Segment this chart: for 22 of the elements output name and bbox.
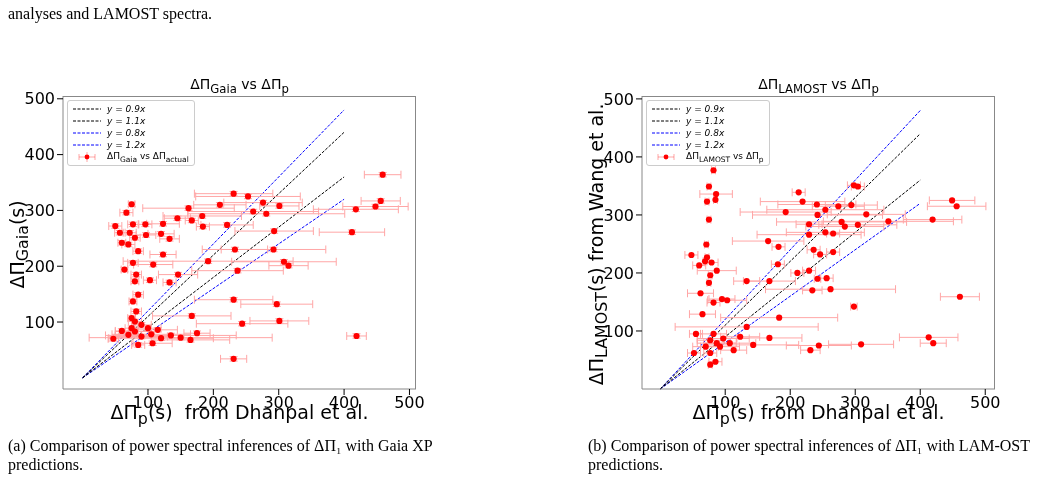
chart-title: ΔΠ$_{Gaia}$ vs ΔΠ$_{p}$ — [190, 76, 289, 96]
legend-label: ΔΠ$_{LAMOST}$ vs ΔΠ$_{p}$ — [686, 150, 764, 164]
text: (a) Comparison of power spectral inferences of ΔΠ₁ with Gaia XP predictions. — [8, 436, 434, 474]
legend-label: y = 0.9x — [107, 104, 146, 114]
y-tick-label: 100 — [24, 312, 55, 332]
legend-label: y = 0.8x — [107, 128, 146, 138]
text: (b) Comparison of power spectral inferences of ΔΠ₁ with LAM-OST predictions. — [588, 436, 1031, 474]
legend-label: y = 0.8x — [686, 128, 725, 138]
y-tick-label: 300 — [603, 205, 634, 225]
legend-label: y = 1.2x — [107, 140, 146, 150]
y-tick-label: 500 — [603, 89, 634, 109]
x-tick-label: 500 — [394, 393, 425, 413]
legend-label: y = 1.1x — [107, 116, 146, 126]
chart-title: ΔΠ$_{LAMOST}$ vs ΔΠ$_{p}$ — [758, 76, 879, 96]
x-tick-label: 500 — [969, 393, 1001, 413]
y-tick-label: 500 — [24, 89, 55, 109]
text: analyses and LAMOST spectra. — [8, 4, 214, 23]
legend-label: y = 0.9x — [686, 104, 725, 114]
legend-label: y = 1.1x — [686, 116, 725, 126]
y-tick-label: 400 — [24, 145, 55, 165]
legend-label: y = 1.2x — [686, 140, 725, 150]
legend-label: ΔΠ$_{Gaia}$ vs ΔΠ$_{actual}$ — [107, 150, 189, 164]
